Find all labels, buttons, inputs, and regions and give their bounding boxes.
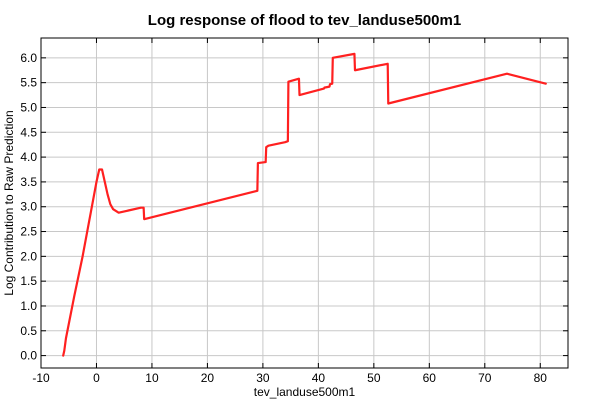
x-tick-label: -10 xyxy=(32,371,50,385)
x-tick-label: 30 xyxy=(256,371,270,385)
y-tick-label: 0.0 xyxy=(20,349,37,363)
y-tick-label: 2.0 xyxy=(20,249,37,263)
y-tick-label: 6.0 xyxy=(20,51,37,65)
x-tick-label: 80 xyxy=(534,371,548,385)
y-tick-label: 4.5 xyxy=(20,125,37,139)
y-tick-label: 4.0 xyxy=(20,150,37,164)
y-tick-label: 0.5 xyxy=(20,324,37,338)
x-tick-label: 70 xyxy=(478,371,492,385)
y-tick-label: 5.0 xyxy=(20,100,37,114)
plot-frame xyxy=(40,37,569,369)
x-axis-label: tev_landuse500m1 xyxy=(254,385,356,399)
grid-layer xyxy=(41,38,568,368)
y-tick-label: 2.5 xyxy=(20,225,37,239)
x-tick-label: 60 xyxy=(423,371,437,385)
x-tick-label: 20 xyxy=(201,371,215,385)
y-axis-label: Log Contribution to Raw Prediction xyxy=(2,110,16,295)
x-tick-label: 50 xyxy=(367,371,381,385)
y-tick-label: 1.0 xyxy=(20,299,37,313)
series-layer xyxy=(62,52,547,357)
series-line-0 xyxy=(62,52,547,357)
chart-title: Log response of flood to tev_landuse500m… xyxy=(148,12,461,29)
y-tick-label: 3.5 xyxy=(20,175,37,189)
x-tick-label: 0 xyxy=(93,371,100,385)
x-tick-label: 10 xyxy=(145,371,159,385)
y-tick-label: 3.0 xyxy=(20,200,37,214)
y-tick-label: 5.5 xyxy=(20,76,37,90)
x-tick-label: 40 xyxy=(312,371,326,385)
y-tick-label: 1.5 xyxy=(20,274,37,288)
